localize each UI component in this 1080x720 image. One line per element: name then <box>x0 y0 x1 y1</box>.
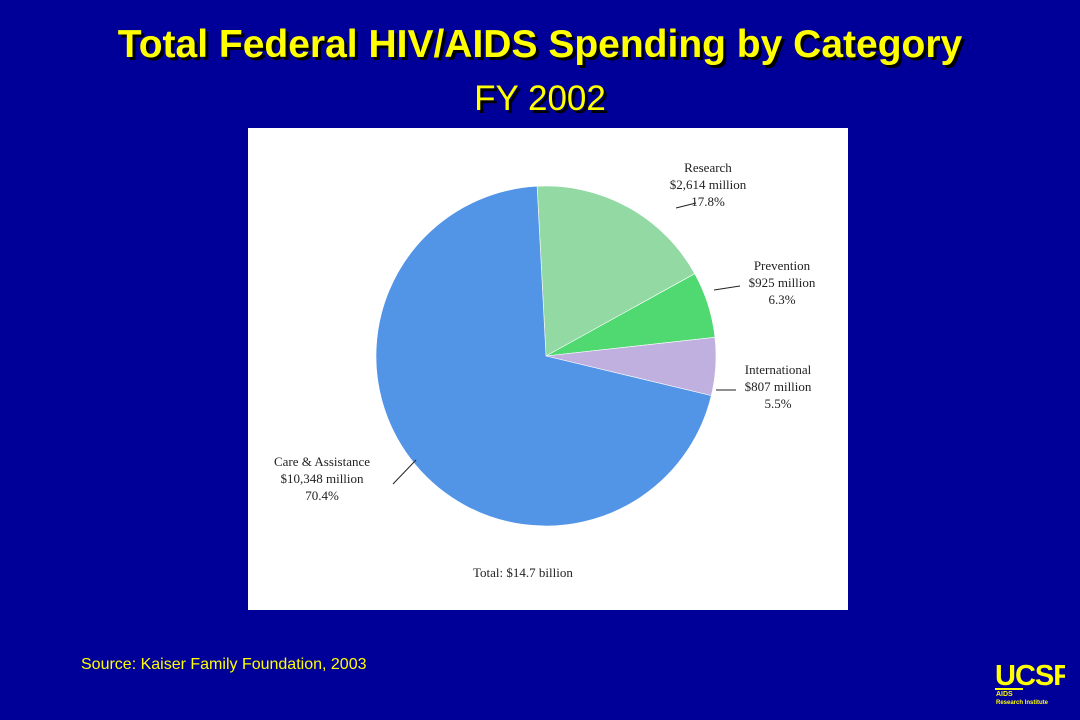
ucsf-logo: UCSF AIDS Research Institute <box>995 660 1065 705</box>
pie-slice-research <box>536 185 696 357</box>
svg-text:Research Institute: Research Institute <box>996 700 1049 705</box>
total-label: Total: $14.7 billion <box>473 565 573 580</box>
slice-amount-label: $10,348 million <box>280 471 364 486</box>
pie-slice-care-assistance <box>375 185 712 527</box>
slice-label-research: Research $2,614 million 17.8% <box>670 160 747 209</box>
pie-chart: Research $2,614 million 17.8% Prevention $92… <box>274 160 816 580</box>
slice-labels: Research $2,614 million 17.8% Prevention $92… <box>274 160 816 503</box>
slice-label-international: International $807 million 5.5% <box>745 362 812 411</box>
source-note: Source: Kaiser Family Foundation, 2003 <box>81 656 367 673</box>
svg-text:UCSF: UCSF <box>995 660 1065 692</box>
svg-text:AIDS: AIDS <box>996 691 1013 698</box>
slide-subtitle: FY 2002 <box>474 79 606 118</box>
leader-line-prevention <box>713 285 741 291</box>
slice-amount-label: $807 million <box>745 379 812 394</box>
slice-amount-label: $925 million <box>749 275 816 290</box>
slice-category-label: Prevention <box>754 258 811 273</box>
slide-title: Total Federal HIV/AIDS Spending by Categ… <box>117 23 963 66</box>
slice-percent-label: 17.8% <box>691 194 725 209</box>
slice-category-label: Care & Assistance <box>274 454 370 469</box>
chart-panel: Research $2,614 million 17.8% Prevention $92… <box>248 128 848 610</box>
slice-category-label: Research <box>684 160 732 175</box>
slice-percent-label: 6.3% <box>768 292 795 307</box>
slice-label-prevention: Prevention $925 million 6.3% <box>749 258 816 307</box>
slice-label-care-assistance: Care & Assistance $10,348 million 70.4% <box>274 454 370 503</box>
slice-amount-label: $2,614 million <box>670 177 747 192</box>
leader-line-care-assistance <box>392 459 417 485</box>
slice-category-label: International <box>745 362 812 377</box>
slice-percent-label: 70.4% <box>305 488 339 503</box>
leader-line-research <box>675 202 697 209</box>
pie-slices <box>375 185 717 527</box>
slice-percent-label: 5.5% <box>764 396 791 411</box>
